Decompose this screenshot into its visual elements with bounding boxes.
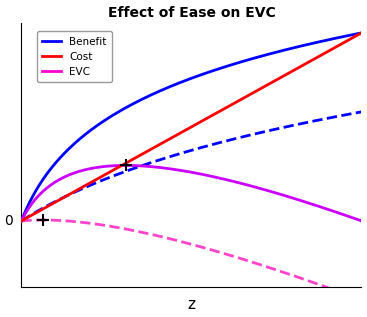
Text: 0: 0 [4, 214, 13, 228]
Legend: Benefit, Cost, EVC: Benefit, Cost, EVC [37, 31, 112, 82]
Title: Effect of Ease on EVC: Effect of Ease on EVC [108, 6, 275, 20]
X-axis label: z: z [188, 297, 196, 312]
